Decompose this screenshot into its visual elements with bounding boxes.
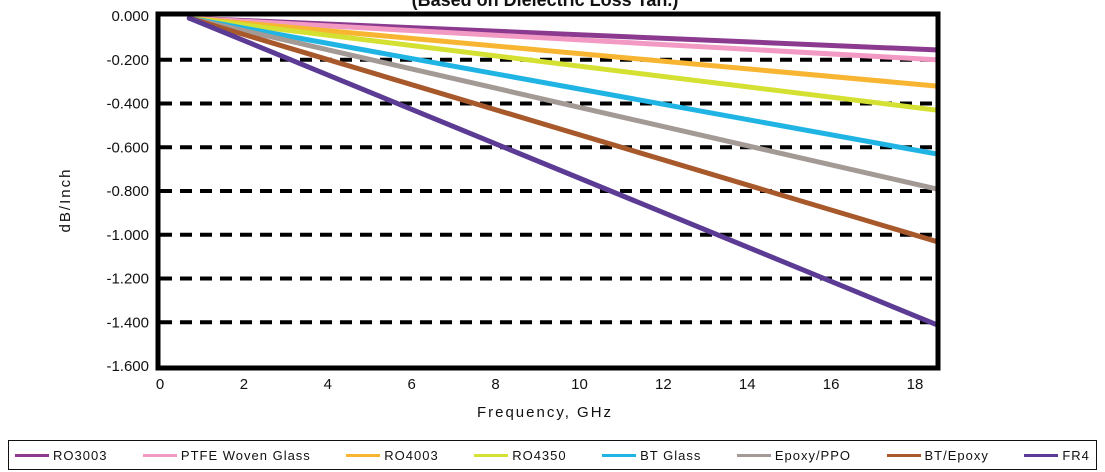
- y-tick-labels: 0.000 -0.200 -0.400 -0.600 -0.800 -1.000 -1.20…: [106, 8, 149, 375]
- series-line-fr4: [186, 15, 939, 327]
- series-line-ptfe-woven-glass: [186, 15, 939, 63]
- series-line-ro4350: [186, 15, 939, 113]
- series-lines: [186, 15, 939, 327]
- y-tick-label: -0.200: [106, 52, 149, 69]
- legend-label: FR4: [1062, 447, 1090, 463]
- x-tick-label: 16: [823, 376, 840, 393]
- legend-label: RO3003: [53, 447, 108, 463]
- x-tick-label: 10: [571, 376, 588, 393]
- x-tick-label: 8: [491, 376, 499, 393]
- legend-swatch: [736, 453, 771, 457]
- legend-item-fr4: FR4: [1024, 448, 1090, 463]
- legend-item-ro4003: RO4003: [346, 448, 438, 463]
- legend-swatch: [15, 453, 49, 457]
- chart-title: (Based on Dielectric Loss Tan.): [412, 0, 679, 10]
- x-tick-labels: 0 2 4 6 8 10 12 14 16 18: [156, 376, 924, 393]
- series-line-bt-epoxy: [186, 15, 939, 244]
- chart: (Based on Dielectric Loss Tan.) 0.000 -0.…: [57, 0, 941, 421]
- legend-swatch: [142, 453, 177, 457]
- x-tick-label: 18: [907, 376, 924, 393]
- y-tick-label: -0.800: [106, 183, 149, 200]
- legend-label: BT/Epoxy: [924, 447, 989, 463]
- y-tick-label: -1.200: [106, 271, 149, 288]
- legend-swatch: [602, 453, 637, 457]
- y-axis-label: dB/Inch: [57, 168, 74, 233]
- legend: RO3003 PTFE Woven Glass RO4003 RO4350 BT Gla…: [8, 440, 1097, 470]
- y-tick-label: -1.600: [106, 358, 149, 375]
- legend-item-bt-glass: BT Glass: [602, 448, 701, 463]
- legend-item-ro4350: RO4350: [474, 448, 566, 463]
- x-tick-label: 14: [739, 376, 756, 393]
- x-tick-label: 2: [240, 376, 248, 393]
- legend-swatch: [1024, 453, 1059, 457]
- y-tick-label: -0.600: [106, 139, 149, 156]
- plot-frame: [155, 11, 941, 371]
- y-tick-label: -1.000: [106, 227, 149, 244]
- y-tick-label: -0.400: [106, 96, 149, 113]
- series-line-bt-glass: [186, 15, 939, 157]
- legend-label: Epoxy/PPO: [774, 447, 852, 463]
- x-tick-label: 12: [655, 376, 672, 393]
- legend-label: PTFE Woven Glass: [180, 447, 311, 463]
- x-tick-label: 6: [408, 376, 416, 393]
- legend-swatch: [474, 453, 509, 457]
- y-tick-label: -1.400: [106, 314, 149, 331]
- grid-lines: [160, 57, 936, 325]
- legend-swatch: [886, 453, 921, 457]
- legend-item-bt-epoxy: BT/Epoxy: [886, 447, 989, 463]
- legend-swatch: [346, 453, 381, 457]
- legend-item-ro3003: RO3003: [15, 448, 107, 463]
- x-tick-label: 0: [156, 376, 164, 393]
- x-axis-label: Frequency, GHz: [477, 404, 613, 421]
- series-line-epoxy-ppo: [186, 15, 939, 192]
- legend-label: RO4350: [512, 447, 567, 463]
- legend-label: BT Glass: [640, 447, 702, 463]
- series-line-ro4003: [186, 15, 939, 89]
- legend-item-epoxy-ppo: Epoxy/PPO: [736, 447, 852, 463]
- legend-label: RO4003: [384, 447, 439, 463]
- legend-item-ptfe-woven-glass: PTFE Woven Glass: [142, 447, 311, 463]
- x-tick-label: 4: [324, 376, 332, 393]
- y-tick-label: 0.000: [111, 8, 149, 25]
